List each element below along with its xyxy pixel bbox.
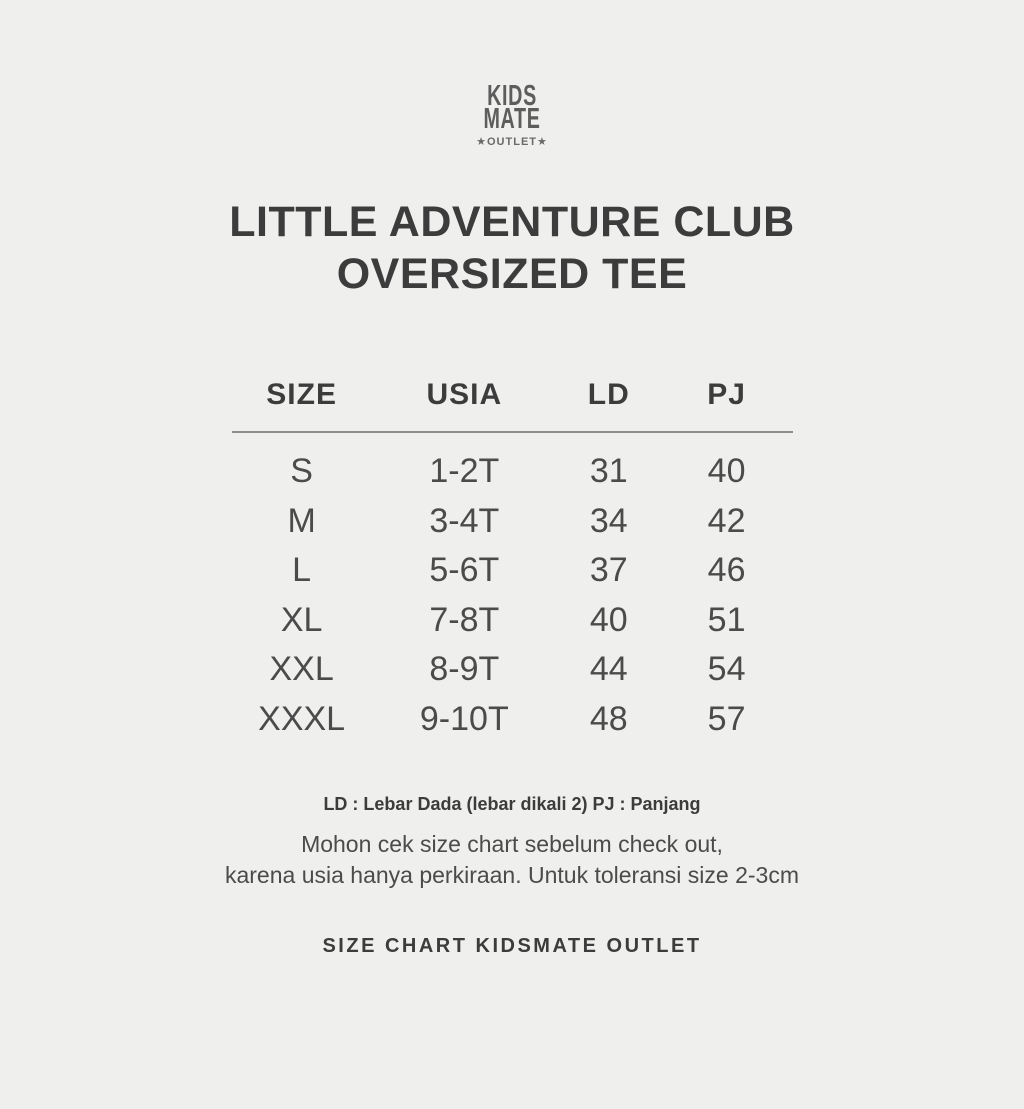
- cell-ld: 31: [589, 452, 628, 490]
- footer-caption: SIZE CHART KIDSMATE OUTLET: [322, 934, 702, 957]
- cell-ld: 37: [589, 551, 628, 590]
- cell-ld: 34: [589, 501, 628, 540]
- column-header-usia: USIA: [426, 378, 503, 411]
- cell-ld: 44: [589, 650, 628, 689]
- column-header-ld: LD: [587, 378, 630, 411]
- legend-note: LD : Lebar Dada (lebar dikali 2) PJ : Pa…: [323, 793, 701, 814]
- cell-ld: 40: [589, 600, 628, 639]
- cell-size: S: [290, 452, 313, 490]
- table-row: L 5-6T 37 46: [232, 546, 793, 596]
- table-row: XL 7-8T 40 51: [232, 596, 793, 646]
- table-row: XXXL 9-10T 48 57: [232, 695, 793, 745]
- page-title: LITTLE ADVENTURE CLUB OVERSIZED TEE: [0, 196, 1024, 300]
- page-title-line2: OVERSIZED TEE: [336, 250, 688, 298]
- table-row: M 3-4T 34 42: [232, 497, 793, 547]
- cell-pj: 40: [707, 452, 746, 490]
- table-header-row: SIZE USIA LD PJ: [231, 377, 793, 433]
- cell-ld: 48: [589, 699, 628, 738]
- column-header-pj: PJ: [707, 378, 746, 411]
- cell-pj: 42: [707, 501, 746, 540]
- cell-size: XL: [280, 600, 323, 639]
- page-title-line1: LITTLE ADVENTURE CLUB: [229, 198, 795, 246]
- size-chart-page: KIDS MATE ★OUTLET★ LITTLE ADVENTURE CLUB…: [0, 80, 1024, 1109]
- disclaimer-line2: karena usia hanya perkiraan. Untuk toler…: [224, 861, 799, 888]
- cell-pj: 54: [707, 650, 746, 689]
- brand-name-line2: MATE: [483, 103, 541, 135]
- brand-wordmark: KIDS MATE: [483, 80, 541, 135]
- disclaimer-note: Mohon cek size chart sebelum check out, …: [0, 829, 1024, 891]
- cell-usia: 8-9T: [429, 650, 500, 689]
- cell-usia: 5-6T: [429, 551, 500, 590]
- table-row: S 1-2T 31 40: [232, 447, 793, 497]
- cell-usia: 9-10T: [419, 699, 509, 738]
- size-table: SIZE USIA LD PJ S 1-2T 31 40 M 3-4T 34 4…: [231, 377, 793, 745]
- brand-name-line1: KIDS: [487, 80, 537, 112]
- table-body: S 1-2T 31 40 M 3-4T 34 42 L 5-6T 37 46 X…: [232, 433, 793, 745]
- cell-pj: 57: [707, 699, 746, 738]
- cell-pj: 51: [707, 600, 746, 639]
- cell-usia: 1-2T: [429, 452, 500, 490]
- column-header-size: SIZE: [266, 378, 337, 411]
- cell-size: XXXL: [258, 699, 346, 738]
- brand-logo: KIDS MATE ★OUTLET★: [0, 80, 1024, 149]
- cell-size: XXL: [269, 650, 334, 689]
- disclaimer-line1: Mohon cek size chart sebelum check out,: [301, 830, 723, 857]
- cell-usia: 3-4T: [429, 501, 500, 540]
- cell-pj: 46: [707, 551, 746, 590]
- cell-usia: 7-8T: [429, 600, 500, 639]
- cell-size: M: [287, 501, 316, 540]
- cell-size: L: [292, 551, 312, 590]
- brand-outlet-badge: ★OUTLET★: [476, 136, 548, 148]
- table-row: XXL 8-9T 44 54: [232, 645, 793, 695]
